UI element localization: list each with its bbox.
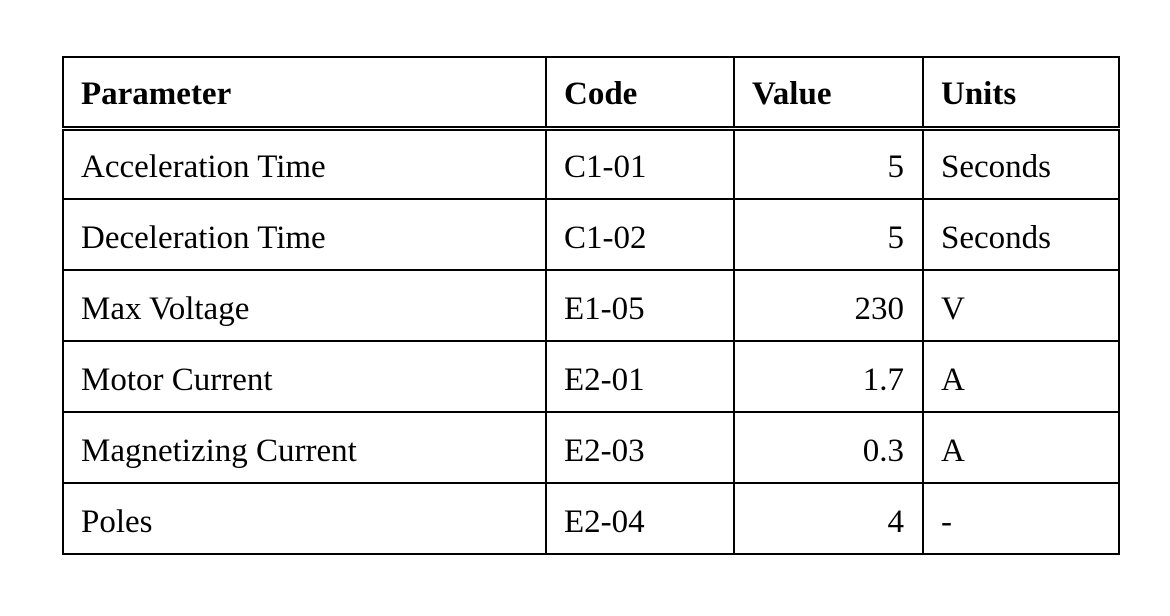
cell-parameter: Magnetizing Current (62, 411, 547, 484)
cell-code: E1-05 (545, 269, 735, 342)
table-row: Poles E2-04 4 - (62, 482, 1120, 555)
cell-units: Seconds (922, 127, 1120, 200)
cell-value: 1.7 (733, 340, 924, 413)
cell-units: A (922, 411, 1120, 484)
cell-parameter: Motor Current (62, 340, 547, 413)
column-header-parameter: Parameter (62, 56, 547, 131)
table-row: Max Voltage E1-05 230 V (62, 269, 1120, 342)
column-header-units: Units (922, 56, 1120, 131)
cell-units: Seconds (922, 198, 1120, 271)
column-header-value: Value (733, 56, 924, 131)
cell-units: A (922, 340, 1120, 413)
cell-parameter: Acceleration Time (62, 127, 547, 200)
table-row: Motor Current E2-01 1.7 A (62, 340, 1120, 413)
table-row: Deceleration Time C1-02 5 Seconds (62, 198, 1120, 271)
cell-value: 0.3 (733, 411, 924, 484)
parameter-table: Parameter Code Value Units Acceleration … (62, 56, 1120, 555)
cell-code: C1-01 (545, 127, 735, 200)
cell-code: C1-02 (545, 198, 735, 271)
cell-units: V (922, 269, 1120, 342)
cell-code: E2-03 (545, 411, 735, 484)
cell-parameter: Deceleration Time (62, 198, 547, 271)
header-row: Parameter Code Value Units (62, 56, 1120, 131)
cell-value: 5 (733, 127, 924, 200)
table-row: Acceleration Time C1-01 5 Seconds (62, 127, 1120, 200)
table-row: Magnetizing Current E2-03 0.3 A (62, 411, 1120, 484)
cell-value: 5 (733, 198, 924, 271)
cell-value: 230 (733, 269, 924, 342)
table-header: Parameter Code Value Units (62, 56, 1120, 131)
parameter-table-container: Parameter Code Value Units Acceleration … (62, 56, 1120, 555)
cell-parameter: Max Voltage (62, 269, 547, 342)
column-header-code: Code (545, 56, 735, 131)
cell-value: 4 (733, 482, 924, 555)
cell-units: - (922, 482, 1120, 555)
table-body: Acceleration Time C1-01 5 Seconds Decele… (62, 127, 1120, 555)
cell-code: E2-04 (545, 482, 735, 555)
cell-parameter: Poles (62, 482, 547, 555)
cell-code: E2-01 (545, 340, 735, 413)
